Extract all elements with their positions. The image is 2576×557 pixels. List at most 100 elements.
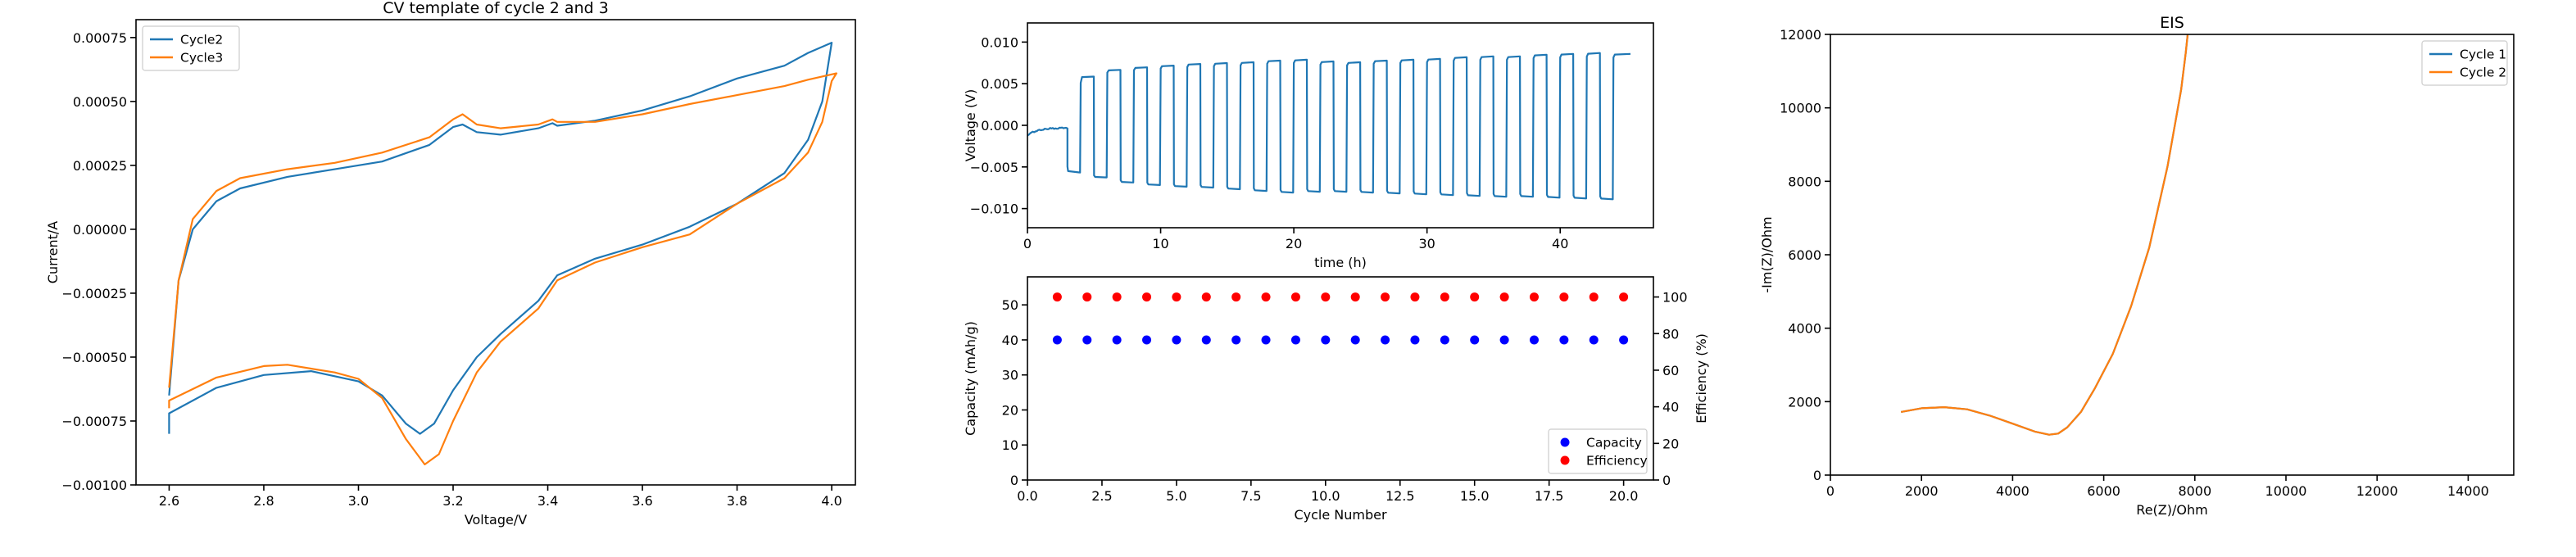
capacity-point-capacity xyxy=(1202,335,1211,344)
capacity-point-capacity xyxy=(1113,335,1122,344)
capacity-point-capacity xyxy=(1053,335,1062,344)
voltage-ytick-label: 0.000 xyxy=(981,118,1018,134)
capacity-point-capacity xyxy=(1262,335,1271,344)
voltage-xtick-label: 40 xyxy=(1552,236,1568,251)
capacity-xtick-label: 7.5 xyxy=(1240,488,1261,504)
cv-xtick-label: 3.2 xyxy=(442,493,463,509)
capacity-xtick-label: 2.5 xyxy=(1091,488,1112,504)
capacity-point-capacity xyxy=(1142,335,1151,344)
cv-ytick-label: 0.00050 xyxy=(73,94,127,110)
cv-ytick-label: −0.00100 xyxy=(61,478,127,493)
eis-xtick-label: 6000 xyxy=(2087,483,2120,499)
capacity-xtick-label: 17.5 xyxy=(1535,488,1564,504)
eis-xtick-label: 0 xyxy=(1826,483,1834,499)
capacity-ytick-right-label: 20 xyxy=(1662,436,1679,451)
capacity-point-capacity xyxy=(1470,335,1479,344)
cv-xtick-label: 3.8 xyxy=(727,493,747,509)
cv-xtick-label: 3.4 xyxy=(537,493,558,509)
capacity-point-efficiency xyxy=(1500,292,1509,301)
capacity-point-efficiency xyxy=(1113,292,1122,301)
capacity-ytick-right-label: 0 xyxy=(1662,473,1671,488)
capacity-point-capacity xyxy=(1082,335,1091,344)
capacity-point-capacity xyxy=(1351,335,1360,344)
cv-xlabel: Voltage/V xyxy=(465,512,527,528)
eis-ytick-label: 2000 xyxy=(1788,394,1821,410)
capacity-point-capacity xyxy=(1559,335,1568,344)
capacity-xlabel: Cycle Number xyxy=(1294,507,1387,523)
eis-xtick-label: 12000 xyxy=(2356,483,2398,499)
cv-legend-entry: Cycle3 xyxy=(180,51,223,66)
eis-ytick-label: 6000 xyxy=(1788,247,1821,263)
capacity-ytick-label: 10 xyxy=(1002,437,1018,453)
capacity-point-capacity xyxy=(1500,335,1509,344)
capacity-xtick-label: 5.0 xyxy=(1166,488,1186,504)
eis-xtick-label: 2000 xyxy=(1905,483,1939,499)
eis-xtick-label: 4000 xyxy=(1996,483,2030,499)
cv-legend: Cycle2 Cycle3 xyxy=(143,26,239,70)
capacity-xtick-label: 20.0 xyxy=(1609,488,1639,504)
capacity-point-capacity xyxy=(1291,335,1300,344)
eis-ytick-label: 10000 xyxy=(1780,101,1821,116)
capacity-point-efficiency xyxy=(1142,292,1151,301)
eis-ytick-label: 0 xyxy=(1813,468,1821,483)
cv-xtick-label: 3.6 xyxy=(632,493,652,509)
cv-xtick-label: 2.8 xyxy=(253,493,274,509)
cv-title: CV template of cycle 2 and 3 xyxy=(383,0,609,17)
capacity-point-efficiency xyxy=(1202,292,1211,301)
capacity-legend-marker xyxy=(1561,456,1570,465)
capacity-point-efficiency xyxy=(1082,292,1091,301)
eis-xlabel: Re(Z)/Ohm xyxy=(2136,502,2207,518)
capacity-xtick-label: 15.0 xyxy=(1460,488,1490,504)
capacity-point-efficiency xyxy=(1590,292,1599,301)
voltage-xtick-label: 20 xyxy=(1286,236,1302,251)
capacity-ytick-right-label: 80 xyxy=(1662,326,1679,342)
cv-ylabel: Current/A xyxy=(45,221,61,283)
capacity-point-capacity xyxy=(1590,335,1599,344)
eis-xtick-label: 8000 xyxy=(2178,483,2211,499)
voltage-xtick-label: 30 xyxy=(1418,236,1435,251)
cv-xtick-label: 2.6 xyxy=(159,493,179,509)
voltage-xtick-label: 0 xyxy=(1023,236,1032,251)
capacity-point-efficiency xyxy=(1291,292,1300,301)
capacity-point-capacity xyxy=(1410,335,1419,344)
capacity-point-efficiency xyxy=(1559,292,1568,301)
eis-legend-entry: Cycle 2 xyxy=(2460,66,2506,80)
capacity-ytick-label: 30 xyxy=(1002,368,1018,383)
capacity-legend-entry: Efficiency xyxy=(1586,454,1648,469)
capacity-point-efficiency xyxy=(1530,292,1539,301)
capacity-point-capacity xyxy=(1321,335,1330,344)
eis-ytick-label: 4000 xyxy=(1788,321,1821,337)
capacity-point-efficiency xyxy=(1470,292,1479,301)
voltage-ylabel: Voltage (V) xyxy=(963,89,978,162)
capacity-legend: Capacity Efficiency xyxy=(1549,429,1648,473)
eis-xtick-label: 14000 xyxy=(2447,483,2489,499)
voltage-ytick-label: 0.005 xyxy=(981,76,1018,92)
eis-ytick-label: 8000 xyxy=(1788,174,1821,189)
cv-ytick-label: 0.00000 xyxy=(73,222,127,238)
voltage-ytick-label: −0.010 xyxy=(970,202,1018,217)
capacity-point-efficiency xyxy=(1231,292,1240,301)
eis-ylabel: -Im(Z)/Ohm xyxy=(1759,216,1775,292)
capacity-point-capacity xyxy=(1440,335,1449,344)
capacity-point-efficiency xyxy=(1351,292,1360,301)
capacity-ylabel: Capacity (mAh/g) xyxy=(963,321,978,436)
capacity-ytick-right-label: 100 xyxy=(1662,290,1688,306)
cv-xtick-label: 3.0 xyxy=(348,493,369,509)
voltage-xtick-label: 10 xyxy=(1152,236,1168,251)
voltage-ytick-label: 0.010 xyxy=(981,34,1018,50)
cv-ytick-label: −0.00075 xyxy=(61,414,127,429)
eis-legend-entry: Cycle 1 xyxy=(2460,48,2506,62)
capacity-ytick-label: 0 xyxy=(1010,473,1018,488)
capacity-ytick-label: 40 xyxy=(1002,333,1018,348)
capacity-point-efficiency xyxy=(1172,292,1181,301)
capacity-ytick-label: 50 xyxy=(1002,297,1018,313)
cv-ytick-label: 0.00075 xyxy=(73,30,127,46)
eis-legend: Cycle 1 Cycle 2 xyxy=(2422,41,2507,85)
capacity-point-efficiency xyxy=(1410,292,1419,301)
capacity-point-efficiency xyxy=(1381,292,1390,301)
cv-ytick-label: −0.00025 xyxy=(61,286,127,301)
capacity-point-efficiency xyxy=(1321,292,1330,301)
capacity-point-efficiency xyxy=(1619,292,1628,301)
